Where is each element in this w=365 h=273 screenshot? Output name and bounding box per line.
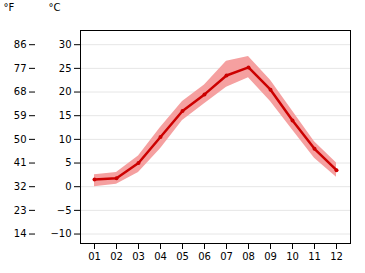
- svg-text:10: 10: [286, 251, 299, 262]
- svg-text:86: 86: [14, 39, 27, 50]
- svg-text:01: 01: [88, 251, 101, 262]
- svg-text:−5: −5: [57, 205, 72, 216]
- svg-text:30: 30: [59, 39, 72, 50]
- svg-text:−10: −10: [50, 228, 71, 239]
- svg-text:77: 77: [14, 63, 27, 74]
- svg-text:0: 0: [65, 181, 71, 192]
- svg-text:14: 14: [14, 228, 27, 239]
- svg-text:25: 25: [59, 63, 72, 74]
- svg-text:23: 23: [14, 205, 27, 216]
- svg-text:03: 03: [132, 251, 145, 262]
- svg-text:50: 50: [14, 134, 27, 145]
- svg-text:20: 20: [59, 86, 72, 97]
- svg-text:05: 05: [176, 251, 189, 262]
- svg-text:41: 41: [14, 157, 27, 168]
- svg-text:68: 68: [14, 86, 27, 97]
- svg-text:10: 10: [59, 134, 72, 145]
- svg-text:06: 06: [198, 251, 211, 262]
- svg-text:32: 32: [14, 181, 27, 192]
- svg-text:07: 07: [220, 251, 233, 262]
- svg-text:°F: °F: [4, 2, 15, 13]
- svg-text:09: 09: [264, 251, 277, 262]
- svg-text:12: 12: [330, 251, 343, 262]
- svg-text:15: 15: [59, 110, 72, 121]
- svg-text:°C: °C: [49, 2, 61, 13]
- svg-text:11: 11: [308, 251, 321, 262]
- svg-text:08: 08: [242, 251, 255, 262]
- svg-text:59: 59: [14, 110, 27, 121]
- svg-text:02: 02: [110, 251, 123, 262]
- svg-text:04: 04: [154, 251, 167, 262]
- svg-text:5: 5: [65, 157, 71, 168]
